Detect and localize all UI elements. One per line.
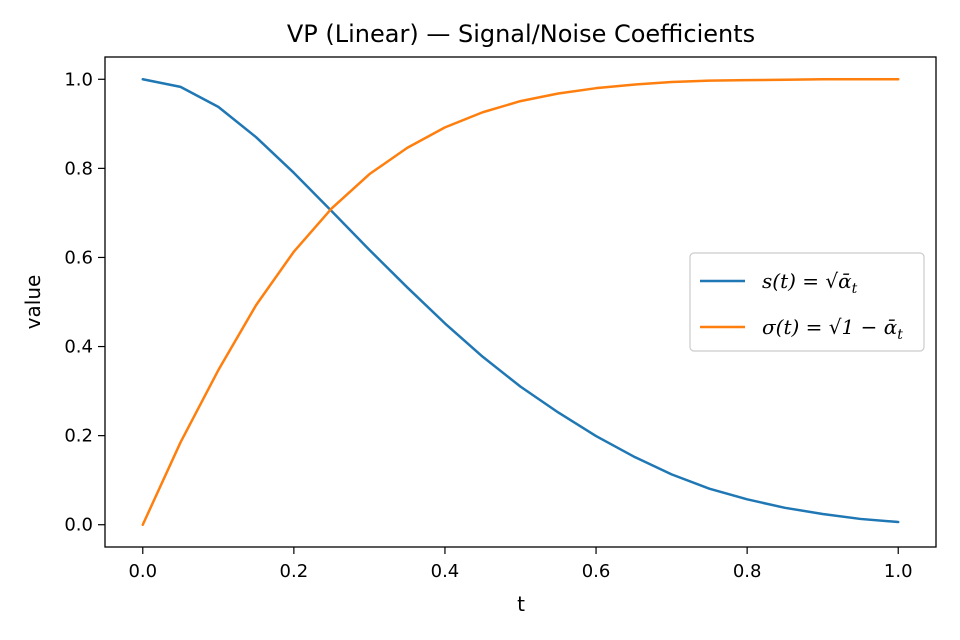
legend-frame <box>689 252 925 352</box>
plot-frame <box>104 56 937 548</box>
x-tick-label: 1.0 <box>884 561 913 582</box>
y-tick-label: 0.4 <box>64 337 93 358</box>
x-tick-label: 0.2 <box>280 561 309 582</box>
series-line-0 <box>141 78 900 524</box>
y-tick-label: 0.2 <box>64 426 93 447</box>
y-tick-label: 0.8 <box>64 158 93 179</box>
x-tick-label: 0.6 <box>582 561 611 582</box>
y-axis-label: value <box>21 275 45 330</box>
x-axis: 0.0 0.2 0.4 0.6 0.8 1.0 <box>128 547 913 582</box>
legend-label-sigma: σ(t) = √1 − ᾱt <box>762 315 903 343</box>
series-line-1 <box>141 78 900 526</box>
chart-title: VP (Linear) — Signal/Noise Coefficients <box>287 20 755 48</box>
y-tick-label: 0.6 <box>64 247 93 268</box>
x-tick-label: 0.4 <box>431 561 460 582</box>
x-tick-label: 0.8 <box>733 561 762 582</box>
y-axis: 0.0 0.2 0.4 0.6 0.8 1.0 <box>64 69 105 536</box>
y-tick-label: 0.0 <box>64 515 93 536</box>
legend-label-s: s(t) = √ᾱt <box>762 269 858 297</box>
y-tick-label: 1.0 <box>64 69 93 90</box>
plot-lines <box>141 78 900 526</box>
x-tick-label: 0.0 <box>128 561 157 582</box>
x-axis-label: t <box>517 592 525 616</box>
legend: s(t) = √ᾱt σ(t) = √1 − ᾱt <box>689 252 925 352</box>
